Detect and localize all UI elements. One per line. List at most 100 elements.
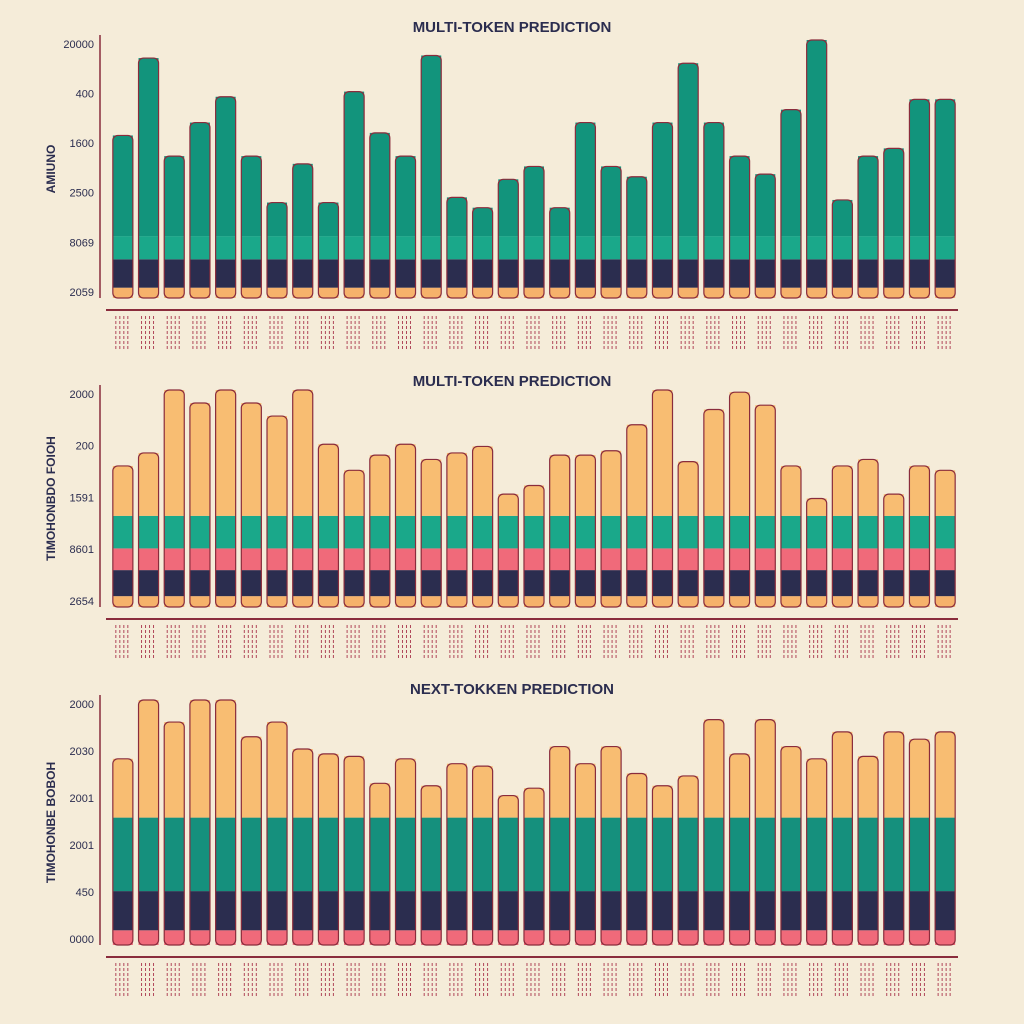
y-axis-text: 2001 [70, 793, 94, 805]
bar-segment [832, 287, 853, 298]
bar-segment [241, 736, 262, 818]
bar-outline [471, 207, 494, 299]
bar-segment [909, 287, 930, 298]
bar-segment [909, 236, 930, 260]
bar-segment [344, 548, 365, 571]
bar-segment [138, 817, 159, 892]
bar-outline [908, 738, 931, 946]
bar-segment [112, 548, 133, 571]
bar-segment [138, 891, 159, 931]
bar-segment [267, 236, 288, 260]
bar-segment [832, 817, 853, 892]
bar-segment [395, 596, 416, 607]
bar-segment [523, 485, 545, 516]
bar-outline [420, 54, 442, 299]
bar-segment [523, 788, 545, 818]
bar-segment [498, 596, 519, 607]
bar-segment [472, 930, 493, 945]
bar-segment [344, 930, 365, 945]
bar-segment [112, 817, 133, 892]
bar-segment [832, 199, 853, 237]
bar-segment [446, 596, 467, 607]
bar-segment [909, 891, 930, 931]
bar-segment [292, 259, 313, 288]
bar-segment [395, 156, 416, 237]
bar-segment [678, 515, 699, 549]
bar-outline [497, 794, 519, 946]
bar-outline [240, 736, 262, 946]
bar-outline [677, 461, 699, 608]
bar-segment [344, 470, 365, 516]
bar-segment [909, 259, 930, 288]
bar-segment [678, 287, 699, 298]
bar-segment [292, 548, 313, 571]
bar-segment [858, 596, 879, 607]
bar-segment [780, 596, 801, 607]
bar-segment [446, 548, 467, 571]
bar-segment [241, 287, 262, 298]
bar-segment [395, 548, 416, 571]
bar-segment [575, 236, 596, 260]
bar-segment [780, 930, 801, 945]
bar-segment [549, 287, 570, 298]
y-axis-text: 2500 [70, 188, 94, 200]
bar-segment [523, 166, 545, 237]
bar-segment [267, 287, 288, 298]
bar-segment [909, 548, 930, 571]
bar-segment [626, 596, 647, 607]
y-axis-text: 8601 [70, 544, 94, 556]
bar-segment [678, 891, 699, 931]
bar-segment [395, 515, 416, 549]
bar-segment [575, 287, 596, 298]
bar-segment [215, 817, 236, 892]
bar-segment [369, 515, 390, 549]
bar-segment [267, 891, 288, 931]
bar-outline [883, 147, 905, 299]
bar-segment [421, 287, 442, 298]
bar-segment [112, 596, 133, 607]
bar-segment [575, 930, 596, 945]
bar-segment [935, 731, 956, 818]
bar-segment [164, 930, 185, 945]
bar-segment [935, 515, 956, 549]
bar-segment [369, 287, 390, 298]
bar-segment [626, 287, 647, 298]
bar-segment [446, 930, 467, 945]
bar-segment [549, 548, 570, 571]
bar-segment [626, 259, 647, 288]
chart-title: MULTI-TOKEN PREDICTION [413, 373, 612, 390]
bar-segment [780, 570, 801, 597]
bar-segment [472, 259, 493, 288]
bar-segment [241, 817, 262, 892]
bar-segment [780, 287, 801, 298]
y-axis-text: 450 [76, 887, 94, 899]
bar-segment [344, 287, 365, 298]
bar-outline [446, 196, 468, 299]
bar-segment [652, 259, 673, 288]
bar-segment [832, 596, 853, 607]
bar-segment [498, 494, 519, 516]
bar-segment [549, 930, 570, 945]
bar-segment [780, 109, 801, 237]
bar-segment [318, 596, 339, 607]
bar-outline [446, 763, 468, 946]
bar-segment [215, 548, 236, 571]
bar-segment [164, 570, 185, 597]
bar-segment [267, 570, 288, 597]
bar-outline [471, 445, 494, 608]
bar-segment [446, 452, 467, 516]
bar-segment [472, 817, 493, 892]
y-axis-text: 0000 [70, 934, 94, 946]
bar-segment [189, 596, 210, 607]
bar-segment [858, 459, 879, 516]
bar-segment [318, 753, 339, 818]
bar-segment [703, 596, 724, 607]
bar-segment [369, 132, 390, 237]
bar-segment [138, 570, 159, 597]
bar-outline [266, 721, 288, 946]
bar-segment [446, 236, 467, 260]
bar-outline [240, 402, 262, 608]
bar-segment [267, 548, 288, 571]
bar-segment [883, 148, 904, 237]
bar-segment [369, 817, 390, 892]
